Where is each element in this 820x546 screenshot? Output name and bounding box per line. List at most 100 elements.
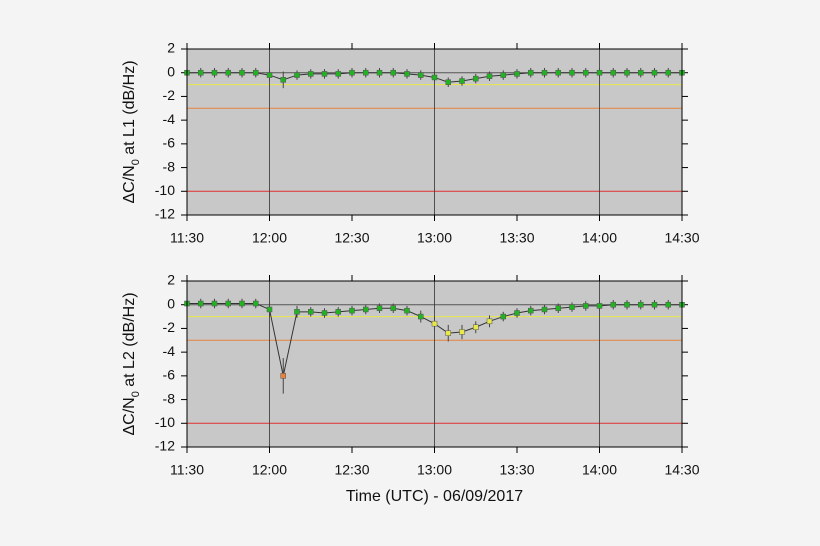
y-tick-label: -4 [163, 343, 176, 359]
y-tick-label: -10 [155, 414, 175, 430]
y-tick-label: -6 [163, 135, 176, 151]
data-point [253, 300, 259, 307]
data-point [211, 69, 218, 76]
y-tick-label: 2 [167, 272, 175, 288]
data-point [321, 310, 328, 316]
x-tick-label: 12:00 [252, 230, 287, 246]
data-point [335, 71, 341, 77]
data-point [514, 71, 520, 77]
data-point [431, 320, 438, 327]
x-tick-label: 12:30 [334, 230, 369, 246]
y-axis-label: ΔC/N0 at L1 (dB/Hz) [121, 60, 142, 203]
data-point [624, 69, 630, 76]
x-tick-label: 13:30 [499, 462, 534, 478]
x-tick-label: 11:30 [170, 462, 204, 478]
data-point [624, 301, 630, 308]
data-point [280, 77, 286, 83]
y-tick-label: -2 [163, 87, 176, 103]
data-point [253, 69, 259, 76]
data-point [473, 324, 479, 330]
x-tick-label: 14:30 [664, 230, 699, 246]
data-point [541, 306, 548, 313]
data-point [514, 310, 520, 316]
data-point [583, 69, 589, 76]
data-point [473, 75, 479, 82]
data-point [445, 330, 451, 336]
data-point [569, 69, 575, 76]
data-point [390, 69, 396, 76]
data-point [665, 301, 671, 308]
y-tick-label: -10 [155, 182, 175, 198]
y-tick-label: -4 [163, 111, 176, 127]
data-point [266, 306, 273, 313]
data-point [418, 72, 424, 78]
data-point [390, 305, 396, 312]
x-tick-label: 11:30 [170, 230, 204, 246]
x-axis-label: Time (UTC) - 06/09/2017 [346, 488, 523, 505]
y-tick-label: -6 [163, 367, 176, 383]
plot-frame [186, 280, 683, 448]
x-tick-label: 13:00 [417, 230, 452, 246]
y-tick-label: 0 [167, 295, 175, 311]
data-point [225, 69, 231, 76]
data-point [610, 69, 616, 76]
y-axis-label-part: 0 [130, 391, 142, 397]
data-point [638, 69, 644, 76]
data-point [445, 79, 451, 85]
data-point [404, 307, 410, 314]
data-point [266, 72, 273, 78]
data-point [335, 309, 341, 315]
x-tick-label: 14:00 [582, 230, 617, 246]
data-point [211, 300, 218, 307]
data-point [486, 73, 493, 80]
y-tick-label: -12 [155, 438, 175, 454]
y-axis-label-part: ΔC/N [121, 165, 138, 203]
data-point [349, 307, 355, 314]
y-axis-label: ΔC/N0 at L2 (dB/Hz) [121, 292, 142, 435]
data-point [239, 69, 245, 76]
data-point [555, 305, 561, 312]
data-point [486, 318, 493, 325]
data-point [596, 69, 603, 76]
data-point [308, 309, 314, 315]
data-point [321, 71, 328, 77]
y-tick-label: 2 [167, 40, 175, 56]
data-point [363, 69, 369, 76]
data-point [308, 71, 314, 77]
data-point [569, 304, 575, 310]
data-point [596, 303, 603, 309]
data-point [376, 305, 383, 312]
data-point [294, 309, 300, 315]
plot-frame [186, 48, 683, 216]
x-tick-label: 12:30 [334, 462, 369, 478]
y-tick-label: 0 [167, 63, 175, 79]
data-point [225, 300, 231, 307]
data-point [198, 300, 204, 307]
data-point [459, 329, 465, 335]
data-point [500, 72, 506, 78]
data-point [349, 69, 355, 76]
y-tick-label: -12 [155, 206, 175, 222]
data-point [418, 313, 424, 320]
x-tick-label: 13:00 [417, 462, 452, 478]
data-point [459, 78, 465, 84]
data-point [638, 301, 644, 308]
y-axis-label-part: ΔC/N [121, 397, 138, 435]
data-point [363, 306, 369, 313]
data-point [651, 301, 658, 308]
data-point [431, 74, 438, 81]
data-point [665, 69, 671, 76]
data-point [239, 300, 245, 307]
x-tick-label: 14:00 [582, 462, 617, 478]
data-point [541, 69, 548, 76]
data-point [198, 69, 204, 76]
data-point [500, 313, 506, 320]
data-point [528, 69, 534, 76]
y-axis-label-part: at L2 (dB/Hz) [121, 292, 138, 391]
data-point [294, 72, 300, 78]
y-axis-label-part: 0 [130, 159, 142, 165]
y-axis-label-part: at L1 (dB/Hz) [121, 60, 138, 159]
data-point [404, 71, 410, 77]
data-point [583, 303, 589, 309]
